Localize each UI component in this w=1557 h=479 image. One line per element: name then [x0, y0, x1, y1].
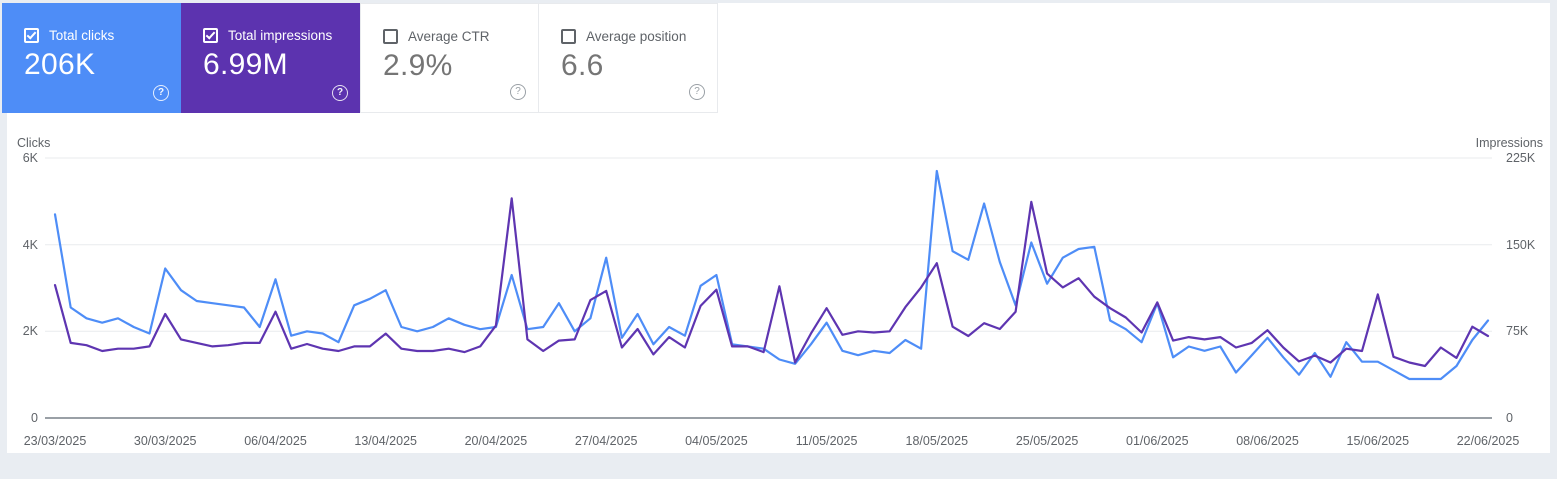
right-axis-title: Impressions: [1475, 136, 1543, 150]
card-average-ctr[interactable]: Average CTR 2.9% ?: [360, 3, 539, 113]
help-icon[interactable]: ?: [153, 85, 169, 101]
card-value: 206K: [24, 48, 96, 81]
card-value: 6.99M: [203, 48, 288, 81]
x-axis-date-label: 01/06/2025: [1126, 434, 1189, 448]
x-axis-date-label: 25/05/2025: [1015, 434, 1079, 448]
metric-cards: Total clicks 206K ? Total impressions 6.…: [2, 3, 718, 113]
x-axis-date-label: 08/06/2025: [1236, 434, 1299, 448]
help-icon[interactable]: ?: [510, 84, 526, 100]
checkbox-unchecked-icon[interactable]: [561, 29, 576, 44]
series-line-impressions[interactable]: [53, 197, 1490, 368]
x-axis-date-label: 20/04/2025: [464, 434, 528, 448]
card-label: Total impressions: [228, 28, 333, 43]
card-average-position[interactable]: Average position 6.6 ?: [539, 3, 718, 113]
card-total-clicks[interactable]: Total clicks 206K ?: [2, 3, 181, 113]
checkbox-checked-icon[interactable]: [24, 28, 39, 43]
x-axis-date-label: 30/03/2025: [133, 434, 197, 448]
left-axis-title: Clicks: [17, 136, 51, 150]
x-axis-date-label: 04/05/2025: [685, 434, 748, 448]
checkbox-checked-icon[interactable]: [203, 28, 218, 43]
left-axis-tick: 2K: [22, 324, 38, 339]
left-axis-tick: 0: [31, 411, 38, 425]
card-label: Average CTR: [408, 29, 490, 44]
right-axis-tick: 225K: [1506, 151, 1536, 165]
card-label: Total clicks: [49, 28, 115, 43]
help-icon[interactable]: ?: [689, 84, 705, 100]
x-axis-date-label: 11/05/2025: [795, 434, 858, 448]
x-axis-date-label: 22/06/2025: [1456, 434, 1520, 448]
right-axis-tick: 0: [1506, 411, 1513, 425]
right-axis-tick: 150K: [1506, 237, 1536, 252]
x-axis-date-label: 18/05/2025: [905, 434, 969, 448]
left-axis-tick: 6K: [22, 151, 38, 165]
x-axis-date-label: 06/04/2025: [244, 434, 307, 448]
x-axis-date-label: 13/04/2025: [354, 434, 417, 448]
card-total-impressions[interactable]: Total impressions 6.99M ?: [181, 3, 360, 113]
left-axis-tick: 4K: [22, 237, 38, 252]
x-axis-date-label: 23/03/2025: [23, 434, 87, 448]
help-icon[interactable]: ?: [332, 85, 348, 101]
series-line-clicks[interactable]: [53, 169, 1490, 381]
card-label: Average position: [586, 29, 687, 44]
card-value: 2.9%: [383, 49, 453, 82]
right-axis-tick: 75K: [1506, 324, 1529, 339]
x-axis-date-label: 27/04/2025: [574, 434, 638, 448]
x-axis-date-label: 15/06/2025: [1346, 434, 1410, 448]
card-value: 6.6: [561, 49, 604, 82]
checkbox-unchecked-icon[interactable]: [383, 29, 398, 44]
